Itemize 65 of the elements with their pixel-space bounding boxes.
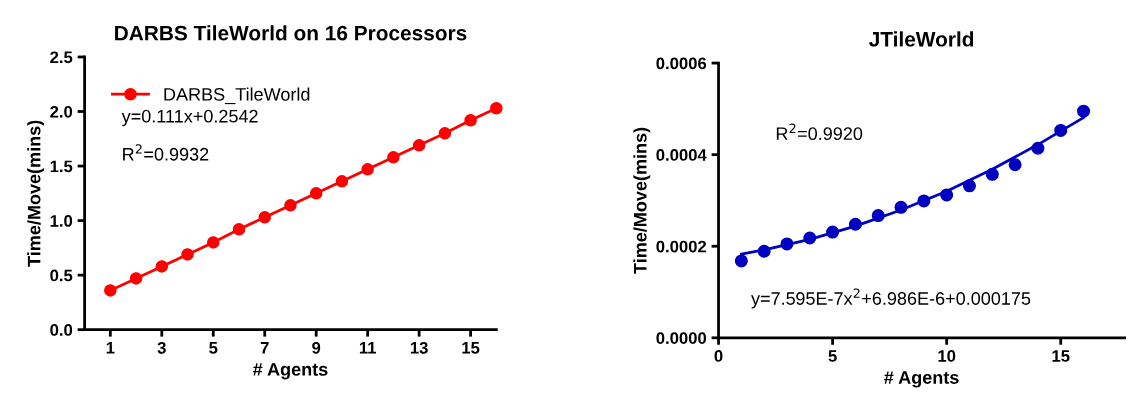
point: [894, 200, 908, 214]
x-tick-label: 7: [260, 342, 269, 354]
x-tick-label: 3: [157, 341, 166, 354]
annotation: y=7.595E-7x$^{2}$+6.986E-6+0.000175: [751, 288, 1031, 309]
point: [464, 113, 477, 127]
point: [734, 254, 748, 268]
chart-title: JTileWorld: [869, 31, 974, 47]
point: [155, 260, 169, 273]
point: [871, 209, 885, 223]
x-tick-label: 13: [410, 341, 428, 354]
point: [962, 179, 976, 193]
point: [826, 225, 840, 239]
point: [1077, 104, 1091, 118]
y-tick-label: 0.0000: [656, 332, 707, 345]
y-axis-title: Time/Move(mins): [27, 120, 45, 267]
point: [181, 248, 194, 261]
point: [940, 188, 954, 202]
point: [387, 151, 400, 164]
point: [232, 223, 246, 236]
annotation: R$^{2}$=0.9932: [123, 144, 209, 161]
point: [780, 237, 794, 251]
x-tick-label: 1: [106, 342, 115, 354]
point: [284, 199, 297, 212]
point: [848, 217, 862, 231]
point: [757, 244, 771, 258]
y-tick-label: 1.0: [50, 215, 73, 227]
x-tick-label: 10: [938, 350, 956, 362]
point: [104, 284, 117, 297]
annotation: R$^{2}$=0.9920: [776, 123, 863, 141]
point: [361, 163, 374, 176]
y-tick-label: 0.0004: [656, 149, 707, 161]
point: [490, 101, 503, 115]
point: [309, 187, 323, 200]
point: [1031, 141, 1045, 155]
y-tick-label: 2.0: [50, 105, 73, 118]
y-tick-label: 2.5: [50, 51, 73, 64]
point: [803, 231, 817, 245]
y-tick-label: 0.0006: [656, 57, 707, 70]
y-tick-label: 0.0002: [656, 240, 707, 253]
point: [1054, 123, 1068, 137]
y-tick-label: 0.0: [50, 324, 73, 336]
y-tick-label: 0.5: [50, 269, 73, 282]
x-tick-label: 9: [312, 341, 321, 354]
y-axis-title: Time/Move(mins): [633, 127, 651, 274]
legend-label: DARBS_TileWorld: [164, 87, 310, 105]
chart-title: DARBS TileWorld on 16 Processors: [115, 25, 467, 41]
x-tick-label: 15: [1052, 350, 1070, 362]
point: [438, 127, 452, 140]
point: [207, 236, 220, 249]
point: [917, 194, 931, 208]
point: [412, 139, 426, 152]
point: [335, 175, 349, 188]
annotation: y=0.111x+0.2542: [121, 109, 258, 127]
point: [1008, 158, 1022, 172]
point: [129, 272, 143, 285]
point: [258, 211, 271, 224]
x-axis-title: # Agents: [884, 371, 959, 388]
x-axis-title: # Agents: [252, 363, 328, 380]
x-tick-label: 11: [359, 342, 376, 354]
x-tick-label: 15: [462, 342, 480, 354]
y-tick-label: 1.5: [50, 160, 73, 173]
x-tick-label: 0: [714, 350, 723, 362]
point: [985, 167, 999, 181]
x-tick-label: 5: [209, 342, 218, 354]
x-tick-label: 5: [828, 350, 837, 362]
